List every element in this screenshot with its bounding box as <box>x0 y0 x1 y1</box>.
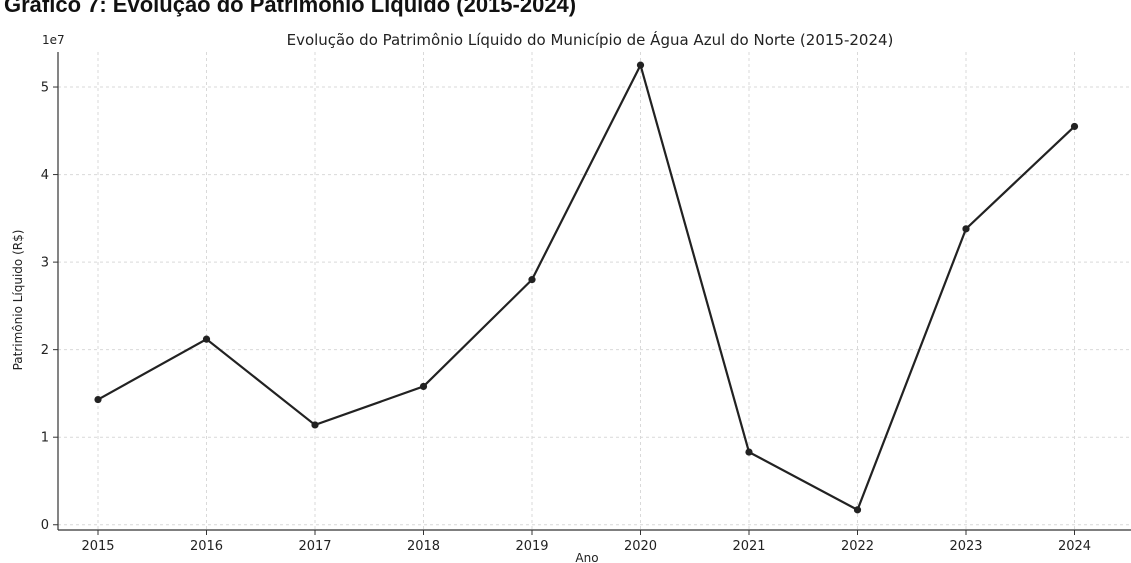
x-tick-label: 2018 <box>407 539 440 554</box>
y-axis-label: Patrimônio Líquido (R$) <box>11 230 25 371</box>
data-point <box>311 421 319 429</box>
data-point <box>636 61 645 69</box>
series-layer <box>94 61 1079 514</box>
data-point <box>745 448 753 456</box>
data-point <box>94 395 102 404</box>
y-tick-label: 4 <box>41 168 49 183</box>
x-tick-label: 2015 <box>81 539 114 554</box>
chart-title: Evolução do Patrimônio Líquido do Municí… <box>287 30 894 49</box>
x-tick-label: 2020 <box>624 539 657 554</box>
x-axis-label: Ano <box>575 551 598 563</box>
x-tick-label: 2017 <box>298 539 331 554</box>
data-point <box>853 506 862 514</box>
y-tick-label: 5 <box>41 81 49 96</box>
x-tick-label: 2022 <box>841 539 874 554</box>
document-heading: Gráfico 7: Evolução do Patrimônio Líquid… <box>4 0 577 17</box>
x-tick-label: 2019 <box>515 539 548 554</box>
data-point <box>528 276 536 284</box>
grid <box>58 52 1131 530</box>
y-offset-label: 1e7 <box>42 33 65 47</box>
y-tick-label: 1 <box>41 431 49 446</box>
data-point <box>202 335 211 343</box>
series-line <box>97 62 1076 512</box>
x-tick-label: 2021 <box>732 539 765 554</box>
x-tick-label: 2024 <box>1058 539 1091 554</box>
data-point <box>1070 122 1079 131</box>
y-tick-label: 2 <box>41 343 49 358</box>
axes: 2015 2016 2017 2018 2019 2020 2021 2022 2023 2024… <box>41 52 1131 554</box>
x-tick-label: 2023 <box>949 539 982 554</box>
y-tick-label: 0 <box>41 518 49 533</box>
data-point <box>419 382 428 391</box>
x-tick-label: 2016 <box>190 539 223 554</box>
data-point <box>962 225 970 233</box>
y-tick-label: 3 <box>41 256 49 271</box>
